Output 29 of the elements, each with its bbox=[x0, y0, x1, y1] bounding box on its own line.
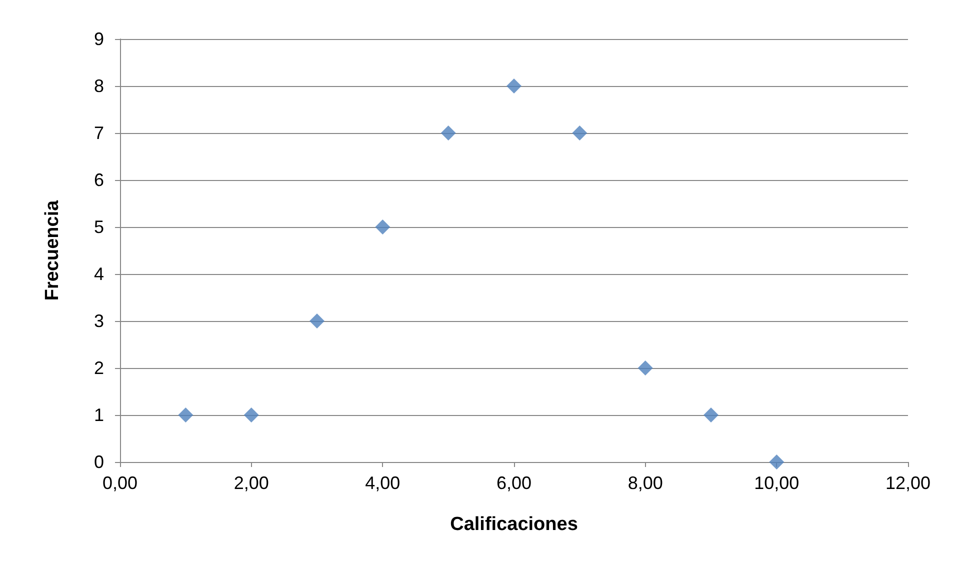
x-axis-title: Calificaciones bbox=[450, 514, 578, 535]
y-tick-label: 3 bbox=[94, 311, 104, 331]
y-tick-label: 4 bbox=[94, 264, 104, 284]
point bbox=[572, 126, 588, 140]
y-tick-label: 0 bbox=[94, 452, 104, 472]
x-tick-label: 10,00 bbox=[754, 473, 800, 493]
x-tick-label: 8,00 bbox=[628, 473, 663, 493]
y-tick-label: 9 bbox=[94, 29, 104, 49]
point bbox=[178, 408, 194, 422]
y-tick-label: 6 bbox=[94, 170, 104, 190]
y-tick-label: 1 bbox=[94, 405, 104, 425]
y-tick-label: 2 bbox=[94, 358, 104, 378]
point bbox=[704, 408, 718, 422]
point bbox=[375, 220, 390, 234]
x-tick-label: 0,00 bbox=[102, 473, 138, 493]
point bbox=[506, 78, 522, 94]
x-tick-label: 12,00 bbox=[885, 473, 931, 493]
x-tick-label: 4,00 bbox=[365, 473, 400, 493]
x-tick-label: 2,00 bbox=[234, 473, 269, 493]
y-axis-title: Frecuencia bbox=[42, 200, 63, 301]
y-tick-label: 5 bbox=[94, 217, 104, 237]
point bbox=[310, 314, 324, 328]
point bbox=[244, 408, 259, 422]
point bbox=[440, 126, 456, 140]
x-tick-label: 6,00 bbox=[496, 473, 532, 493]
point bbox=[638, 360, 653, 376]
point bbox=[769, 454, 784, 470]
y-tick-label: 8 bbox=[94, 76, 104, 96]
y-tick-label: 7 bbox=[94, 123, 104, 143]
